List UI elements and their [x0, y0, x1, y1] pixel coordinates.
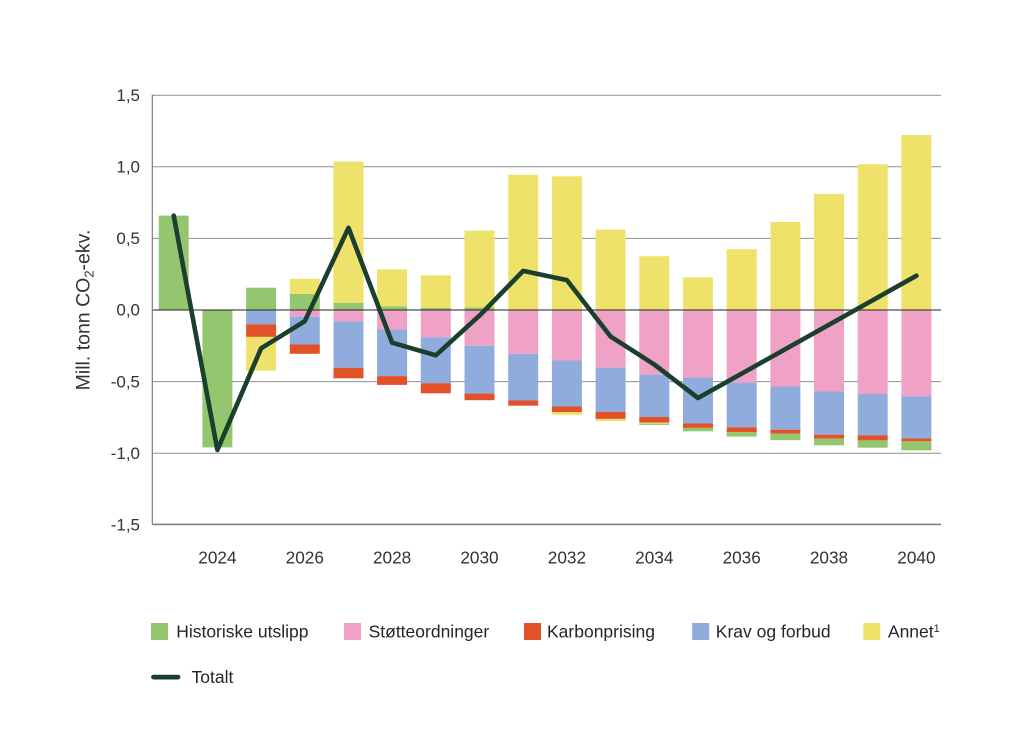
svg-text:Karbonprising: Karbonprising — [547, 622, 655, 642]
svg-text:-1,0: -1,0 — [111, 444, 140, 463]
svg-text:0,0: 0,0 — [116, 301, 140, 320]
svg-text:2024: 2024 — [198, 548, 237, 568]
svg-text:2026: 2026 — [286, 548, 324, 568]
svg-text:2034: 2034 — [635, 548, 674, 568]
svg-text:Støtteordninger: Støtteordninger — [369, 622, 490, 642]
svg-text:2038: 2038 — [810, 548, 848, 568]
svg-text:Totalt: Totalt — [192, 667, 234, 687]
svg-text:Krav og forbud: Krav og forbud — [716, 622, 831, 642]
svg-text:2028: 2028 — [373, 548, 411, 568]
svg-text:2036: 2036 — [723, 548, 761, 568]
svg-text:2040: 2040 — [897, 548, 935, 568]
svg-text:1,5: 1,5 — [116, 86, 140, 105]
svg-text:2032: 2032 — [548, 548, 586, 568]
svg-text:2030: 2030 — [460, 548, 498, 568]
svg-text:0,5: 0,5 — [116, 229, 140, 248]
svg-text:-1,5: -1,5 — [111, 516, 140, 535]
svg-text:1,0: 1,0 — [116, 158, 140, 177]
svg-text:Annet1: Annet1 — [888, 622, 940, 642]
svg-text:Historiske utslipp: Historiske utslipp — [176, 622, 308, 642]
svg-text:-0,5: -0,5 — [111, 372, 140, 391]
svg-text:Mill. tonn CO2-ekv.: Mill. tonn CO2-ekv. — [73, 230, 97, 391]
